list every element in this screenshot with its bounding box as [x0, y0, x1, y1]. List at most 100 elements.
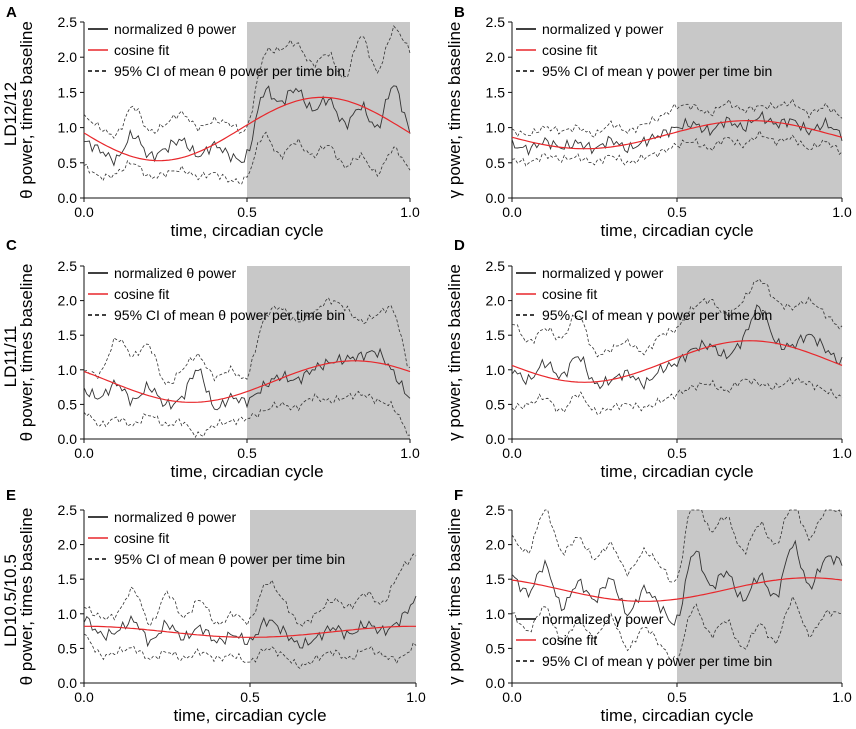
shaded-dark-phase	[250, 510, 416, 683]
cosine-fit-line	[83, 360, 411, 403]
y-tick-label: 1.0	[58, 120, 78, 136]
panel-a: 0.0 0.5 1.0 1.5 2.0 2.5 0.0 0.5 1.0 time, circadi…	[1, 4, 420, 240]
legend-label: cosine fit	[542, 632, 597, 648]
y-tick-label: 2.0	[58, 537, 78, 553]
y-tick-label: 2.5	[486, 14, 506, 30]
y-tick-label: 0.0	[58, 431, 78, 447]
x-tick-label: 1.0	[832, 445, 852, 461]
panel-letter: E	[6, 487, 16, 504]
y-tick-label: 2.0	[58, 49, 78, 65]
y-tick-label: 0.0	[58, 190, 78, 206]
panel-e: 0.0 0.5 1.0 1.5 2.0 2.5 0.0 0.5 1.0 time, circadi…	[1, 487, 426, 725]
y-tick-label: 2.5	[486, 502, 506, 518]
ci-upper-line	[83, 25, 411, 139]
x-tick-label: 0.5	[667, 445, 687, 461]
panel-letter: D	[454, 237, 465, 254]
cosine-fit-line	[511, 577, 843, 602]
x-tick-label: 0.5	[240, 689, 260, 705]
data-series-line	[511, 304, 843, 391]
legend-label: 95% CI of mean θ power per time bin	[114, 551, 345, 567]
legend-label: cosine fit	[114, 42, 169, 58]
y-axis-label: θ power, times baseline	[17, 21, 36, 199]
y-tick-label: 0.5	[58, 396, 78, 412]
legend-label: normalized θ power	[114, 21, 237, 37]
legend-label: cosine fit	[542, 286, 597, 302]
x-tick-label: 0.5	[237, 445, 257, 461]
y-tick-label: 2.5	[486, 258, 506, 274]
y-tick-label: 2.5	[58, 502, 78, 518]
y-tick-label: 1.5	[58, 84, 78, 100]
ci-upper-line	[511, 509, 843, 583]
shaded-dark-phase	[247, 266, 410, 439]
legend: normalized θ power cosine fit 95% CI of me…	[88, 21, 345, 79]
ci-lower-line	[83, 131, 411, 185]
y-tick-label: 1.5	[486, 84, 506, 100]
y-tick-label: 0.5	[58, 155, 78, 171]
y-tick-label: 1.0	[486, 120, 506, 136]
legend: normalized γ power cosine fit 95% CI of me…	[516, 265, 772, 323]
y-tick-label: 0.5	[486, 396, 506, 412]
panel-letter: F	[454, 487, 463, 504]
x-tick-label: 1.0	[406, 689, 426, 705]
y-tick-label: 0.0	[486, 431, 506, 447]
x-tick-label: 0.0	[502, 204, 522, 220]
y-tick-label: 1.5	[486, 327, 506, 343]
legend-label: 95% CI of mean γ power per time bin	[542, 307, 772, 323]
cosine-fit-line	[84, 625, 416, 638]
legend-label: normalized γ power	[542, 265, 664, 281]
row-label: LD10.5/10.5	[1, 554, 20, 647]
y-tick-label: 0.5	[486, 640, 506, 656]
y-axis-label: γ power, times baseline	[445, 508, 464, 685]
x-tick-label: 0.0	[74, 445, 94, 461]
cosine-fit-line	[83, 96, 411, 162]
x-tick-label: 1.0	[832, 689, 852, 705]
ci-lower-line	[83, 633, 417, 669]
x-tick-label: 1.0	[400, 204, 420, 220]
row-label: LD12/12	[1, 82, 20, 146]
panel-c: 0.0 0.5 1.0 1.5 2.0 2.5 0.0 0.5 1.0 time, circadi…	[1, 237, 420, 481]
x-axis-label: time, circadian cycle	[600, 706, 753, 725]
x-axis-label: time, circadian cycle	[170, 221, 323, 240]
x-tick-label: 0.5	[667, 689, 687, 705]
y-tick-label: 1.5	[486, 571, 506, 587]
legend: normalized γ power cosine fit 95% CI of me…	[516, 21, 772, 79]
legend-label: 95% CI of mean θ power per time bin	[114, 307, 345, 323]
y-tick-label: 1.5	[58, 327, 78, 343]
legend-label: cosine fit	[114, 286, 169, 302]
ci-lower-line	[511, 129, 843, 167]
ci-upper-line	[511, 278, 843, 358]
x-tick-label: 1.0	[400, 445, 420, 461]
x-tick-label: 0.5	[237, 204, 257, 220]
panel-letter: A	[6, 4, 17, 21]
y-tick-label: 0.0	[486, 190, 506, 206]
panel-f: 0.0 0.5 1.0 1.5 2.0 2.5 0.0 0.5 1.0 time, circadi…	[445, 487, 852, 725]
legend-label: normalized θ power	[114, 509, 237, 525]
y-tick-label: 0.0	[58, 675, 78, 691]
y-tick-label: 1.0	[58, 362, 78, 378]
y-tick-label: 0.5	[486, 155, 506, 171]
y-tick-label: 0.0	[486, 675, 506, 691]
x-axis-label: time, circadian cycle	[600, 221, 753, 240]
ci-upper-line	[511, 98, 843, 138]
shaded-dark-phase	[677, 22, 842, 198]
ci-upper-line	[83, 297, 411, 385]
shaded-dark-phase	[677, 510, 842, 683]
legend-label: normalized γ power	[542, 611, 664, 627]
legend: normalized γ power cosine fit 95% CI of me…	[516, 611, 772, 669]
y-tick-label: 2.0	[486, 49, 506, 65]
y-tick-label: 0.5	[58, 640, 78, 656]
panel-letter: C	[6, 237, 17, 254]
y-tick-label: 1.0	[486, 362, 506, 378]
x-tick-label: 0.0	[74, 689, 94, 705]
ci-upper-line	[83, 553, 417, 627]
x-tick-label: 0.0	[74, 204, 94, 220]
data-series-line	[511, 110, 843, 157]
y-axis-label: θ power, times baseline	[17, 264, 36, 442]
legend-label: normalized θ power	[114, 265, 237, 281]
panel-b: 0.0 0.5 1.0 1.5 2.0 2.5 0.0 0.5 1.0 time, circadi…	[445, 4, 852, 240]
legend-label: 95% CI of mean γ power per time bin	[542, 653, 772, 669]
cosine-fit-line	[511, 340, 843, 383]
y-tick-label: 2.5	[58, 14, 78, 30]
cosine-fit-line	[511, 119, 843, 150]
